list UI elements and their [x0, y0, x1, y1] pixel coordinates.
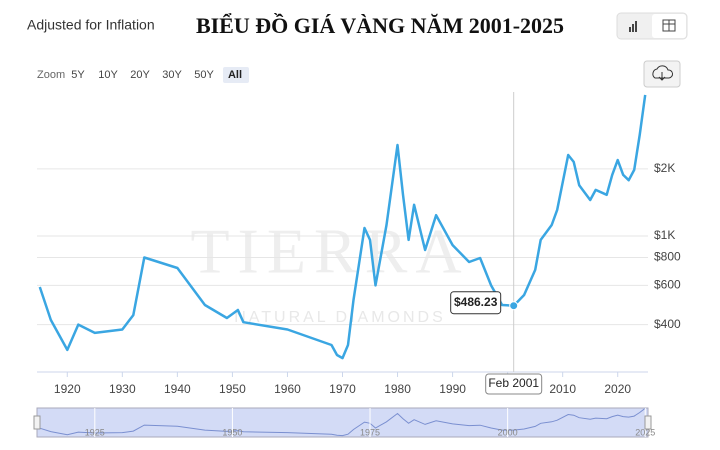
zoom-button[interactable]: 30Y: [162, 69, 182, 81]
x-tick-label: 1990: [439, 382, 466, 396]
chart-title: BIỂU ĐỒ GIÁ VÀNG NĂM 2001-2025: [196, 13, 564, 38]
zoom-button[interactable]: 10Y: [98, 69, 118, 81]
download-button[interactable]: [643, 60, 681, 88]
navigator-tick-label: 1950: [222, 427, 242, 437]
zoom-label: Zoom: [37, 69, 65, 81]
crosshair-label-box: [485, 373, 543, 395]
tooltip-box: [450, 291, 502, 315]
x-tick-label: 2020: [604, 382, 631, 396]
zoom-button[interactable]: 5Y: [71, 69, 85, 81]
watermark: NATURAL DIAMONDS: [234, 309, 446, 326]
x-tick-label: 1950: [219, 382, 246, 396]
x-tick-label: 1960: [274, 382, 301, 396]
zoom-button-bg: [223, 67, 249, 83]
navigator-handle[interactable]: [644, 415, 652, 430]
navigator-tick-label: 1925: [85, 427, 105, 437]
navigator-tick-label: 2025: [635, 427, 655, 437]
y-tick-label: $800: [654, 250, 681, 264]
point-marker: [509, 301, 519, 311]
price-line: [38, 94, 647, 360]
y-tick-label: $400: [654, 317, 681, 331]
navigator-tick-label: 1975: [360, 427, 380, 437]
zoom-button[interactable]: 20Y: [130, 69, 150, 81]
navigator: [36, 407, 649, 438]
tooltip-value: $486.23: [454, 295, 498, 309]
inflation-toggle[interactable]: Adjusted for Inflation: [27, 17, 155, 33]
x-tick-label: 1930: [109, 382, 136, 396]
x-tick-label: 1920: [54, 382, 81, 396]
navigator-handle[interactable]: [33, 415, 41, 430]
zoom-button[interactable]: All: [228, 69, 242, 81]
view-toggle[interactable]: [616, 12, 688, 40]
x-tick-label: 1970: [329, 382, 356, 396]
x-tick-label: 1980: [384, 382, 411, 396]
y-tick-label: $600: [654, 278, 681, 292]
zoom-button[interactable]: 50Y: [194, 69, 214, 81]
x-tick-label: 2010: [549, 382, 576, 396]
watermark: TIERRA: [190, 216, 469, 287]
navigator-tick-label: 2000: [498, 427, 518, 437]
navigator-line: [39, 407, 646, 437]
y-tick-label: $2K: [654, 161, 675, 175]
y-tick-label: $1K: [654, 228, 675, 242]
crosshair-label: Feb 2001: [488, 376, 539, 390]
x-tick-label: 1940: [164, 382, 191, 396]
